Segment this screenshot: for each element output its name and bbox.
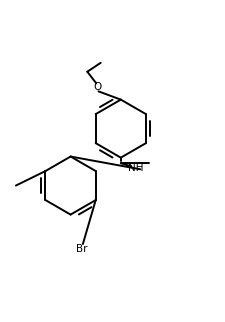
Text: Br: Br: [76, 243, 87, 253]
Text: O: O: [93, 82, 101, 92]
Text: NH: NH: [127, 163, 142, 173]
